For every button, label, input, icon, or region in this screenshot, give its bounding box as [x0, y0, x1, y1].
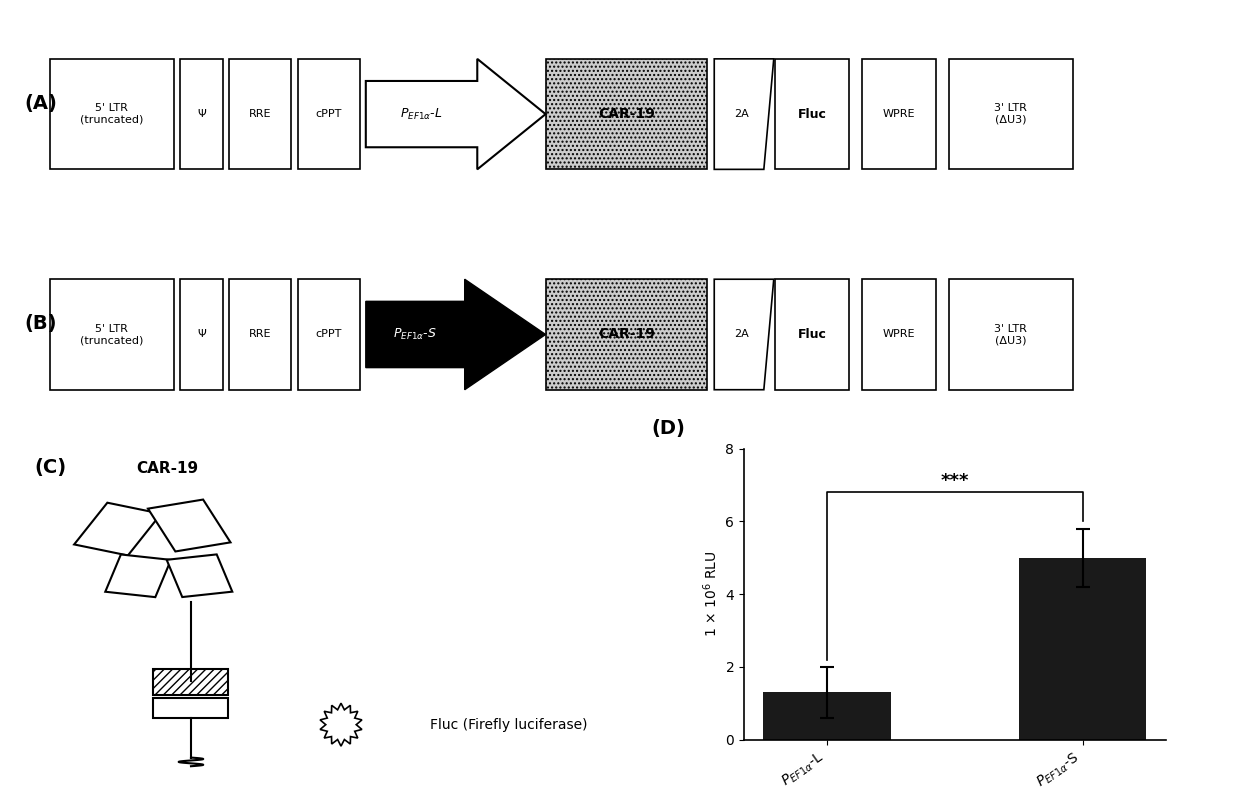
Text: ***: *** — [941, 472, 968, 490]
Text: RRE: RRE — [249, 330, 272, 339]
FancyBboxPatch shape — [775, 59, 849, 169]
Text: 3' LTR
(ΔU3): 3' LTR (ΔU3) — [994, 323, 1027, 345]
FancyBboxPatch shape — [775, 279, 849, 390]
Text: CAR-19: CAR-19 — [136, 461, 198, 476]
Text: 3' LTR
(ΔU3): 3' LTR (ΔU3) — [994, 103, 1027, 125]
FancyBboxPatch shape — [105, 555, 171, 597]
Polygon shape — [714, 279, 774, 390]
FancyBboxPatch shape — [180, 59, 223, 169]
Text: 5' LTR
(truncated): 5' LTR (truncated) — [79, 103, 144, 125]
FancyBboxPatch shape — [546, 279, 707, 390]
Text: WPRE: WPRE — [883, 330, 915, 339]
Text: cPPT: cPPT — [315, 330, 342, 339]
Y-axis label: 1 × 10$^6$ RLU: 1 × 10$^6$ RLU — [702, 551, 720, 637]
Polygon shape — [366, 279, 546, 390]
Text: CAR-19: CAR-19 — [598, 327, 655, 342]
Polygon shape — [714, 59, 774, 169]
Text: 2A: 2A — [734, 330, 749, 339]
FancyBboxPatch shape — [862, 279, 936, 390]
FancyBboxPatch shape — [546, 59, 707, 169]
FancyBboxPatch shape — [862, 59, 936, 169]
FancyBboxPatch shape — [949, 279, 1073, 390]
Bar — [1019, 558, 1147, 740]
Text: cPPT: cPPT — [315, 109, 342, 119]
Text: (A): (A) — [25, 94, 58, 113]
FancyBboxPatch shape — [154, 697, 228, 718]
FancyBboxPatch shape — [50, 279, 174, 390]
Polygon shape — [320, 704, 362, 746]
Text: Ψ: Ψ — [197, 330, 206, 339]
FancyBboxPatch shape — [298, 59, 360, 169]
FancyBboxPatch shape — [180, 279, 223, 390]
Text: Fluc: Fluc — [797, 328, 827, 341]
Text: $P_{EF1\alpha}$-L: $P_{EF1\alpha}$-L — [401, 106, 443, 122]
FancyBboxPatch shape — [298, 279, 360, 390]
Text: WPRE: WPRE — [883, 109, 915, 119]
FancyBboxPatch shape — [74, 503, 161, 556]
Text: $P_{EF1\alpha}$-S: $P_{EF1\alpha}$-S — [393, 327, 438, 342]
Text: 2A: 2A — [734, 109, 749, 119]
Text: Ψ: Ψ — [197, 109, 206, 119]
Text: RRE: RRE — [249, 109, 272, 119]
FancyBboxPatch shape — [50, 59, 174, 169]
Text: Fluc: Fluc — [797, 108, 827, 120]
Text: 5' LTR
(truncated): 5' LTR (truncated) — [79, 323, 144, 345]
FancyBboxPatch shape — [148, 500, 231, 552]
FancyBboxPatch shape — [229, 59, 291, 169]
Bar — [763, 693, 890, 740]
Text: (D): (D) — [651, 419, 686, 438]
Polygon shape — [366, 59, 546, 169]
FancyBboxPatch shape — [166, 554, 232, 597]
Text: (B): (B) — [25, 314, 57, 334]
Text: (C): (C) — [35, 458, 66, 477]
FancyBboxPatch shape — [229, 279, 291, 390]
FancyBboxPatch shape — [154, 669, 228, 695]
FancyBboxPatch shape — [949, 59, 1073, 169]
Text: CAR-19: CAR-19 — [598, 107, 655, 121]
Text: Fluc (Firefly luciferase): Fluc (Firefly luciferase) — [430, 718, 588, 732]
